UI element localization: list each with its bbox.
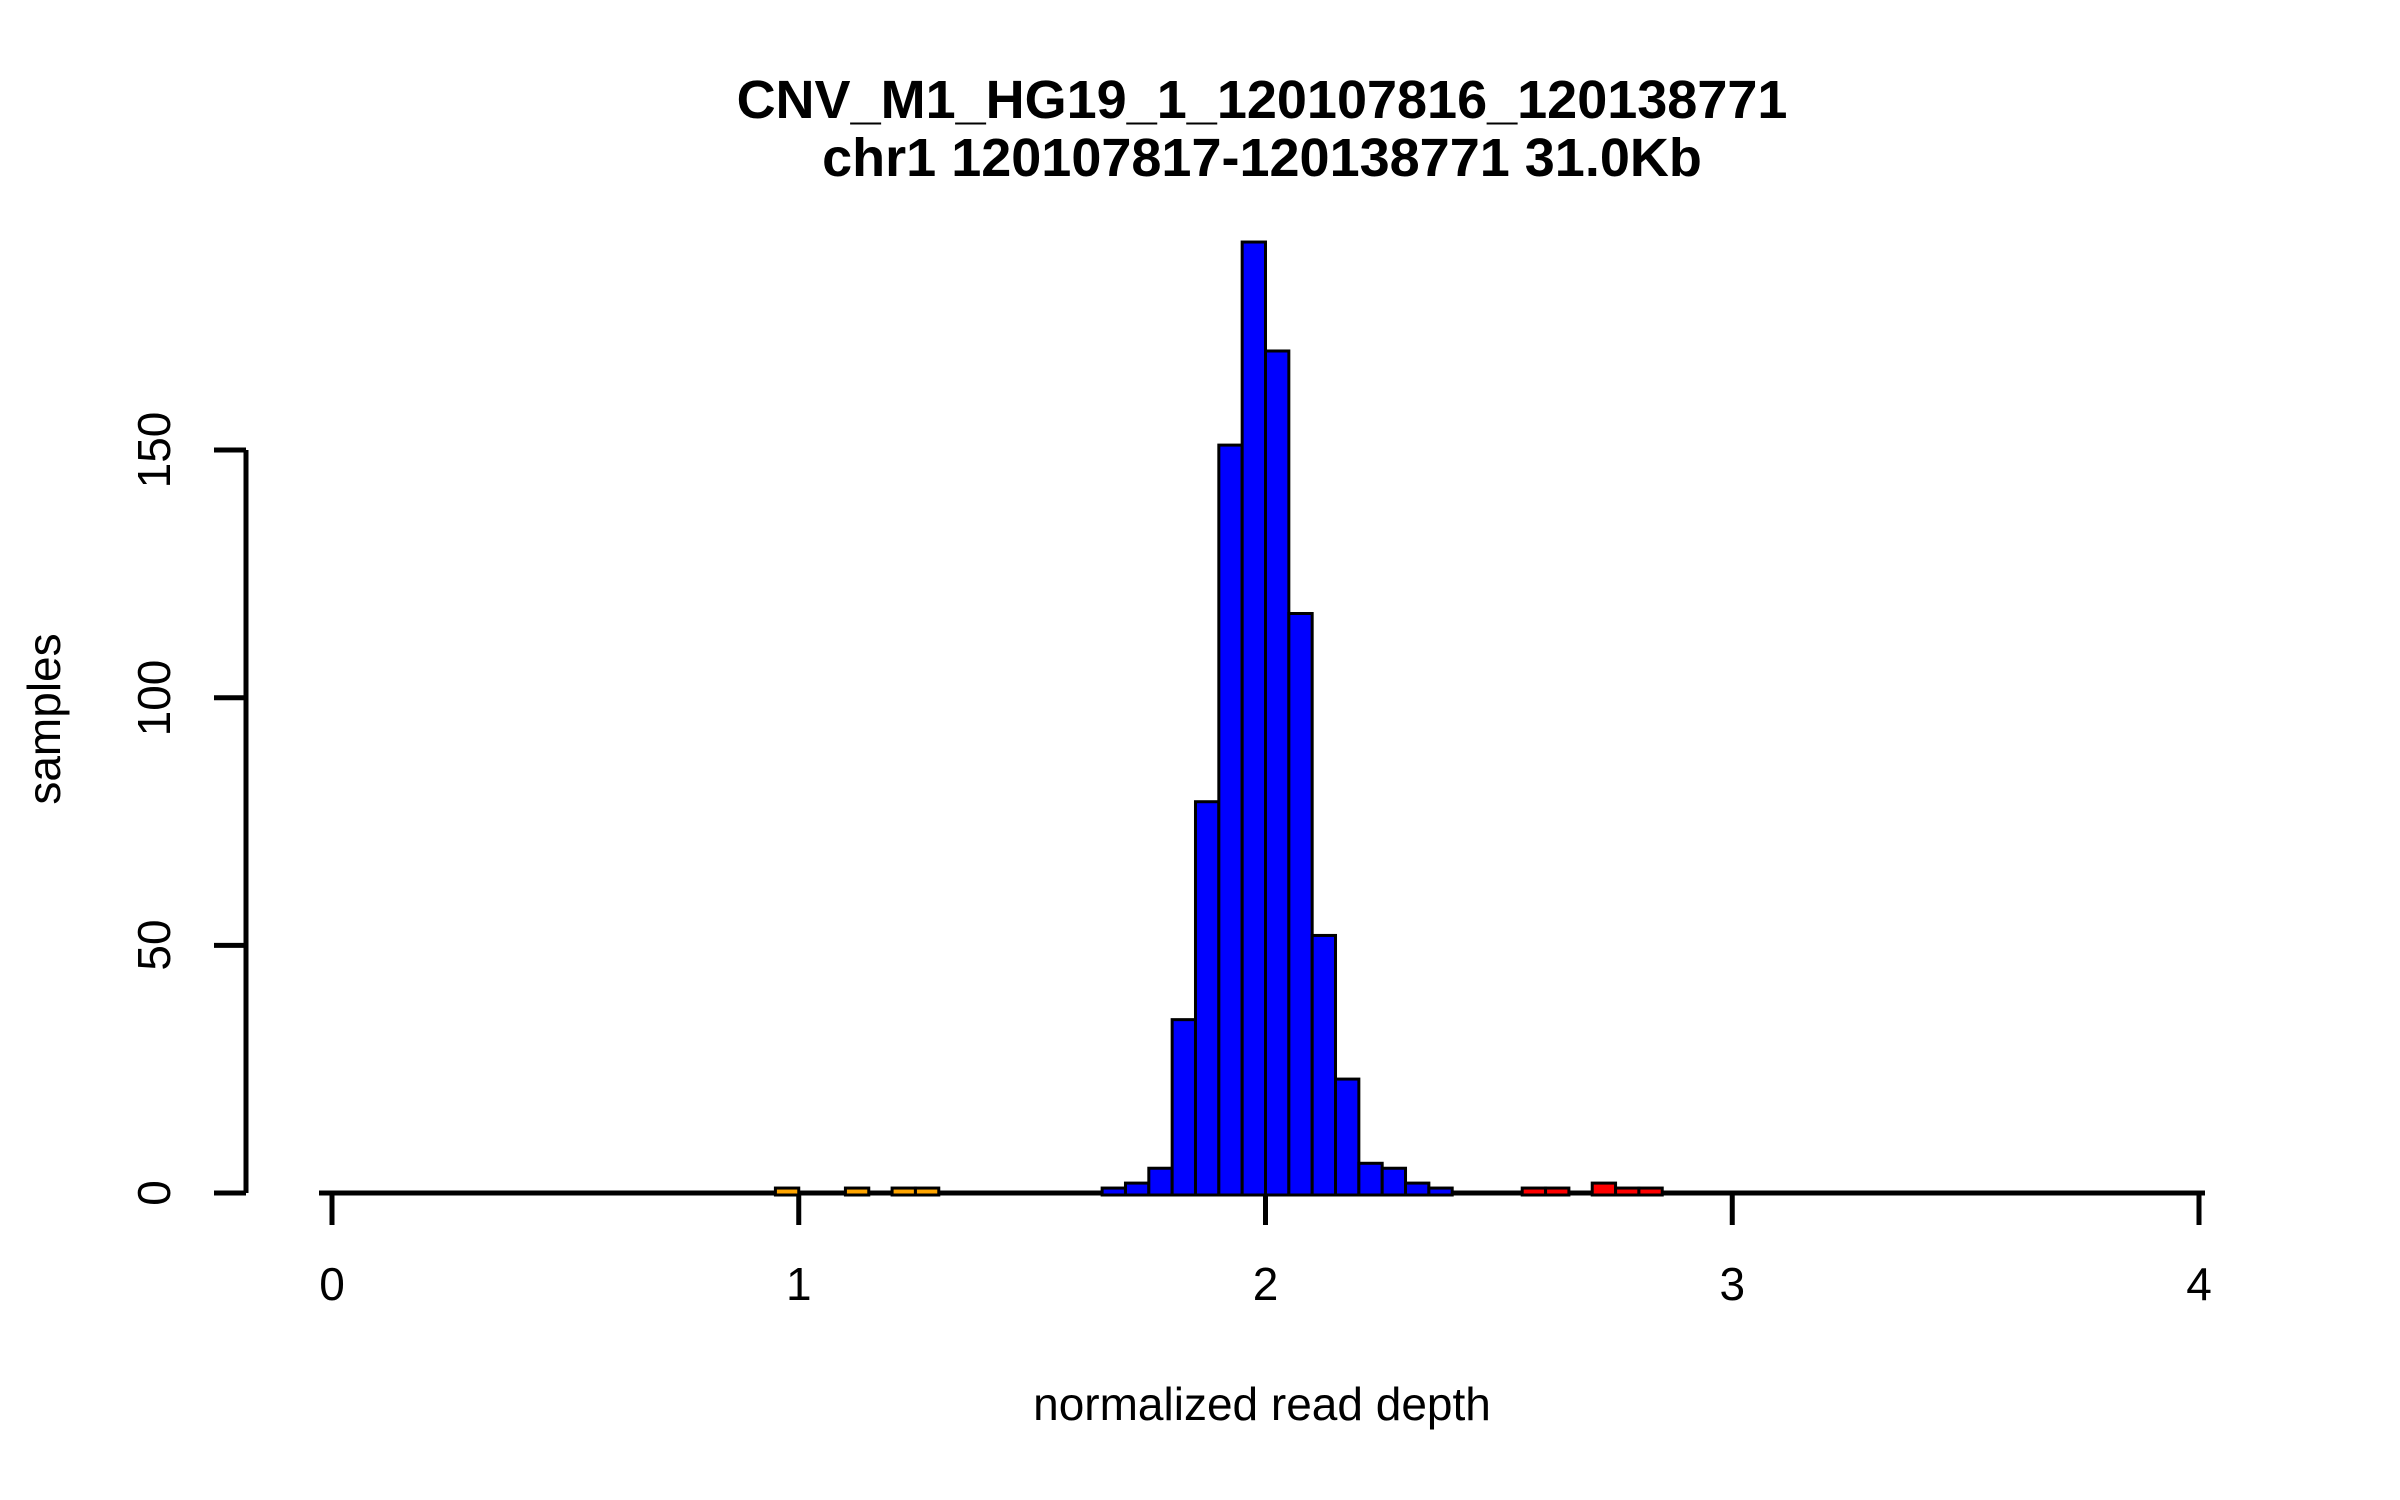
x-tick-label: 1 (785, 1258, 812, 1310)
histogram-bar (1544, 1186, 1571, 1197)
y-axis-title: samples (18, 633, 70, 805)
histogram-bar (1427, 1186, 1454, 1197)
histogram-bar (1240, 240, 1267, 1197)
chart-title: CNV_M1_HG19_1_120107816_120138771 (736, 70, 1788, 130)
histogram-bar (1404, 1181, 1431, 1197)
histogram-bar (1590, 1181, 1618, 1197)
y-tick-label: 150 (128, 411, 180, 489)
y-tick-label: 50 (128, 919, 180, 971)
x-tick-label: 4 (2186, 1258, 2212, 1310)
histogram-bar (1520, 1186, 1548, 1197)
histogram-bar (1123, 1181, 1151, 1197)
histogram-bar (913, 1186, 941, 1197)
histogram-bar (1357, 1161, 1384, 1197)
x-tick-label: 0 (319, 1258, 345, 1310)
histogram-bar (890, 1186, 917, 1197)
x-axis-title: normalized read depth (1033, 1378, 1491, 1430)
y-tick-label: 0 (128, 1180, 180, 1206)
histogram-bar (1217, 443, 1244, 1197)
histogram-bar (1310, 933, 1338, 1197)
histogram-bar (1637, 1186, 1664, 1197)
histogram-bar (1193, 800, 1221, 1197)
histogram-bar (1170, 1018, 1197, 1197)
histogram-bar (1334, 1077, 1361, 1197)
histogram-bar (773, 1186, 801, 1197)
histogram-bar (1147, 1166, 1174, 1197)
histogram-bar (1100, 1186, 1127, 1197)
histogram-bar (1287, 611, 1314, 1197)
x-tick-label: 3 (1719, 1258, 1746, 1310)
histogram-bar (1614, 1186, 1641, 1197)
chart-subtitle: chr1 120107817-120138771 31.0Kb (822, 128, 1702, 188)
histogram-bar (843, 1186, 871, 1197)
histogram-bar (1264, 349, 1291, 1197)
x-tick-label: 2 (1252, 1258, 1279, 1310)
histogram-bar (1380, 1166, 1408, 1197)
y-tick-label: 100 (128, 659, 180, 737)
